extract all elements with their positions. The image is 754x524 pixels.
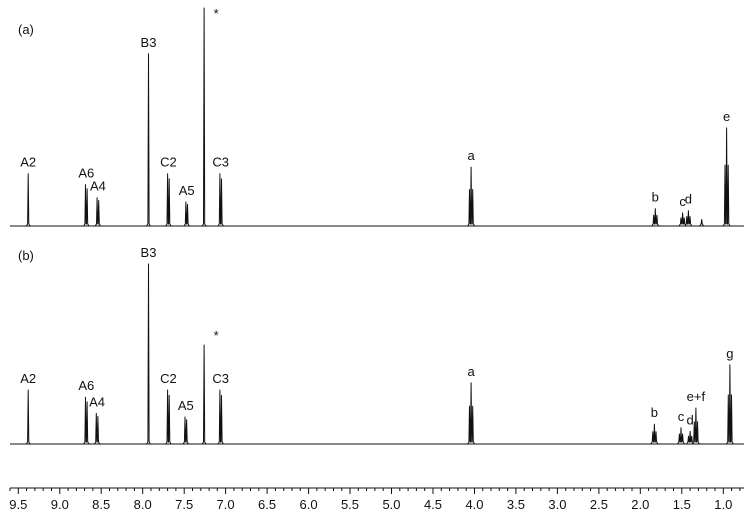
peak-A6-panel-a [83, 184, 90, 227]
x-tick-label: 8.0 [134, 497, 152, 512]
x-tick-label: 5.5 [341, 497, 359, 512]
peak-label: e+f [687, 389, 706, 404]
peak-label: e [723, 109, 730, 124]
peak-C2-panel-b [165, 389, 172, 445]
peak-label: A5 [178, 398, 194, 413]
peak-A5-panel-b [182, 416, 190, 445]
peak-A4-panel-a [94, 197, 102, 227]
peak-e-panel-a [722, 127, 731, 227]
x-tick-label: 6.5 [258, 497, 276, 512]
x-tick-label: 9.5 [9, 497, 27, 512]
x-tick-label: 6.0 [300, 497, 318, 512]
peak-C3-panel-a [217, 173, 224, 227]
peak-B3-panel-a [146, 53, 151, 227]
peak-label: b [651, 405, 658, 420]
peak-label: C3 [212, 155, 229, 170]
peak-c-panel-a [678, 212, 687, 227]
peak-label: c [678, 409, 685, 424]
peak-b-panel-a [651, 208, 660, 227]
peak-label: A2 [20, 371, 36, 386]
x-tick-label: 9.0 [51, 497, 69, 512]
peak-solvent-panel-b [201, 344, 207, 445]
peak-label: A6 [78, 378, 94, 393]
peak-A2-panel-b [25, 389, 31, 445]
peak-A2-panel-a [25, 173, 31, 227]
peak-label: b [652, 190, 659, 205]
x-tick-label: 4.0 [465, 497, 483, 512]
peak-label: A6 [78, 166, 94, 181]
peak-C2-panel-a [165, 173, 172, 227]
peak-label: g [726, 346, 733, 361]
x-tick-label: 4.5 [424, 497, 442, 512]
peak-label: A5 [179, 183, 195, 198]
x-axis: 9.5 9.0 8.5 8.0 7.5 7.0 6.5 6.0 5.5 5.0 4.5 4.0 3.5 3… [9, 487, 744, 512]
peak-B3-panel-b [146, 263, 151, 445]
peak-label: A4 [89, 394, 105, 409]
peak-C3-panel-b [217, 389, 224, 445]
peak-label: * [214, 328, 219, 343]
x-tick-label: 3.0 [548, 497, 566, 512]
panel-label: (a) [18, 22, 34, 37]
peak-d-panel-b [686, 430, 695, 445]
peak-label: A2 [20, 155, 36, 170]
peak-label: d [686, 412, 693, 427]
peak-A4-panel-b [93, 412, 101, 445]
peak-minor-panel-a [699, 219, 705, 227]
peak-a-panel-b [467, 382, 476, 445]
peak-A5-panel-a [183, 201, 190, 227]
peak-label: c [679, 194, 686, 209]
peak-label: B3 [141, 245, 157, 260]
peak-b-panel-b [650, 423, 659, 445]
peak-solvent-panel-a [201, 7, 207, 227]
peak-label: a [467, 148, 475, 163]
x-tick-label: 7.0 [217, 497, 235, 512]
peak-label: A4 [90, 179, 106, 194]
peak-A6-panel-b [83, 396, 90, 445]
peak-g-panel-b [725, 364, 734, 445]
peak-c-panel-b [676, 427, 686, 445]
peak-label: a [467, 364, 475, 379]
peak-label: C2 [160, 371, 177, 386]
peak-label: d [685, 192, 692, 207]
peak-label: B3 [141, 35, 157, 50]
x-tick-label: 3.5 [507, 497, 525, 512]
x-tick-label: 8.5 [92, 497, 110, 512]
peak-label: C3 [212, 371, 229, 386]
peak-label: C2 [160, 155, 177, 170]
x-tick-label: 1.0 [714, 497, 732, 512]
x-tick-label: 7.5 [175, 497, 193, 512]
x-tick-label: 2.0 [631, 497, 649, 512]
panel-label: (b) [18, 248, 34, 263]
x-tick-label: 2.5 [590, 497, 608, 512]
x-tick-label: 1.5 [673, 497, 691, 512]
x-tick-label: 5.0 [382, 497, 400, 512]
peak-a-panel-a [467, 166, 476, 227]
peak-ef-panel-b [691, 407, 700, 445]
peak-d-panel-a [684, 210, 693, 227]
peak-label: * [214, 6, 219, 21]
